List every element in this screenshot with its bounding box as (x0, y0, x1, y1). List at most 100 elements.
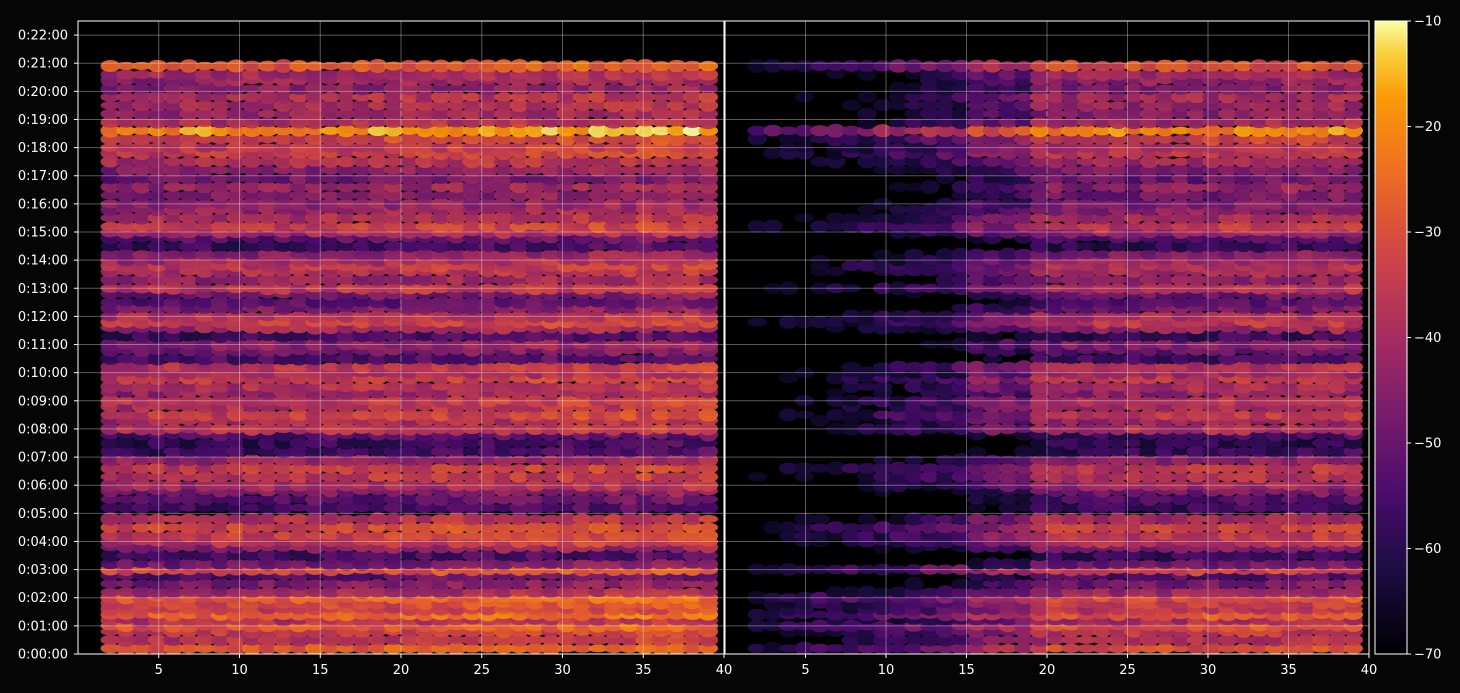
heat-cell (257, 462, 278, 475)
heat-cell (572, 134, 593, 144)
heat-cell (399, 446, 420, 457)
heat-cell (132, 297, 152, 307)
heat-cell (368, 472, 388, 482)
heat-cell (920, 382, 940, 391)
heat-cell (431, 480, 451, 491)
heat-cell (1139, 282, 1160, 294)
heat-cell (1327, 549, 1348, 562)
heat-cell (415, 197, 435, 211)
heat-cell (588, 189, 608, 202)
heat-cell (1186, 479, 1207, 491)
heat-cell (1249, 394, 1269, 407)
heat-cell (604, 529, 624, 542)
heat-cell (226, 283, 246, 294)
heat-cell (1218, 558, 1238, 570)
heat-cell (667, 100, 687, 111)
heat-cell (399, 633, 420, 647)
heat-cell (415, 211, 435, 224)
heat-cell (1029, 531, 1050, 541)
heat-cell (352, 156, 372, 167)
heat-cell (1014, 494, 1034, 505)
heat-cell (635, 59, 656, 73)
heat-cell (682, 247, 703, 262)
heat-cell (1327, 513, 1348, 525)
heat-cell (100, 273, 121, 286)
heat-cell (1171, 437, 1191, 449)
heat-cell (226, 108, 246, 120)
heat-cell (194, 331, 215, 341)
heat-cell (242, 84, 262, 93)
heat-cell (226, 461, 246, 475)
heat-cell (841, 422, 861, 436)
heat-cell (147, 480, 168, 491)
heat-cell (273, 141, 294, 154)
heat-cell (778, 462, 799, 474)
heat-cell (289, 311, 309, 322)
heat-cell (399, 282, 420, 295)
heat-cell (556, 388, 577, 397)
heat-cell (1124, 559, 1144, 569)
heat-cell (1045, 635, 1066, 645)
heat-cell (179, 84, 199, 93)
heat-cell (100, 155, 121, 168)
heat-cell (1186, 551, 1207, 560)
heat-cell (273, 155, 294, 169)
heat-cell (509, 69, 530, 80)
heat-cell (1155, 353, 1175, 364)
heat-cell (541, 91, 561, 103)
heat-cell (1139, 492, 1160, 506)
heat-cell (763, 620, 783, 632)
heat-cell (635, 381, 656, 392)
heat-cell (1155, 409, 1175, 421)
heat-cell (1045, 502, 1066, 513)
heat-cell (1124, 550, 1144, 561)
heat-cell (604, 501, 624, 514)
heat-cell (289, 274, 309, 286)
heat-cell (1312, 522, 1332, 533)
heat-cell (352, 59, 372, 73)
heat-cell (257, 436, 278, 450)
heat-cell (667, 501, 687, 514)
heat-cell (320, 396, 341, 406)
heat-cell (289, 338, 309, 351)
heat-cell (132, 99, 152, 112)
heat-cell (194, 338, 215, 351)
heat-cell (147, 492, 168, 507)
heat-cell (446, 512, 467, 526)
heat-cell (446, 453, 467, 467)
heat-cell (604, 83, 624, 94)
heat-cell (556, 143, 577, 153)
heat-cell (857, 409, 877, 421)
heat-cell (415, 221, 435, 231)
heat-cell (967, 394, 987, 408)
heat-cell (509, 479, 530, 491)
heat-cell (399, 500, 420, 515)
heat-cell (667, 588, 687, 597)
heat-cell (179, 297, 199, 307)
heat-cell (1045, 514, 1066, 524)
heat-cell (1327, 408, 1348, 422)
heat-cell (399, 331, 420, 341)
heat-cell (1108, 495, 1128, 504)
heat-cell (163, 132, 183, 147)
heat-cell (682, 163, 703, 177)
heat-cell (651, 514, 671, 524)
heat-cell (667, 577, 687, 590)
heat-cell (1280, 512, 1301, 526)
heat-cell (478, 423, 498, 434)
heat-cell (982, 394, 1003, 407)
heat-cell (226, 249, 246, 260)
heat-cell (873, 462, 893, 475)
heat-cell (383, 61, 404, 71)
heat-cell (336, 500, 357, 515)
heat-cell (226, 587, 246, 597)
heat-cell (1343, 361, 1364, 373)
heat-cell (383, 422, 404, 435)
heat-cell (446, 463, 467, 474)
heat-cell (1249, 424, 1269, 434)
heat-cell (604, 513, 624, 525)
heat-cell (1155, 585, 1175, 599)
heat-cell (383, 455, 404, 465)
heat-cell (462, 471, 483, 482)
heat-cell (368, 132, 388, 147)
